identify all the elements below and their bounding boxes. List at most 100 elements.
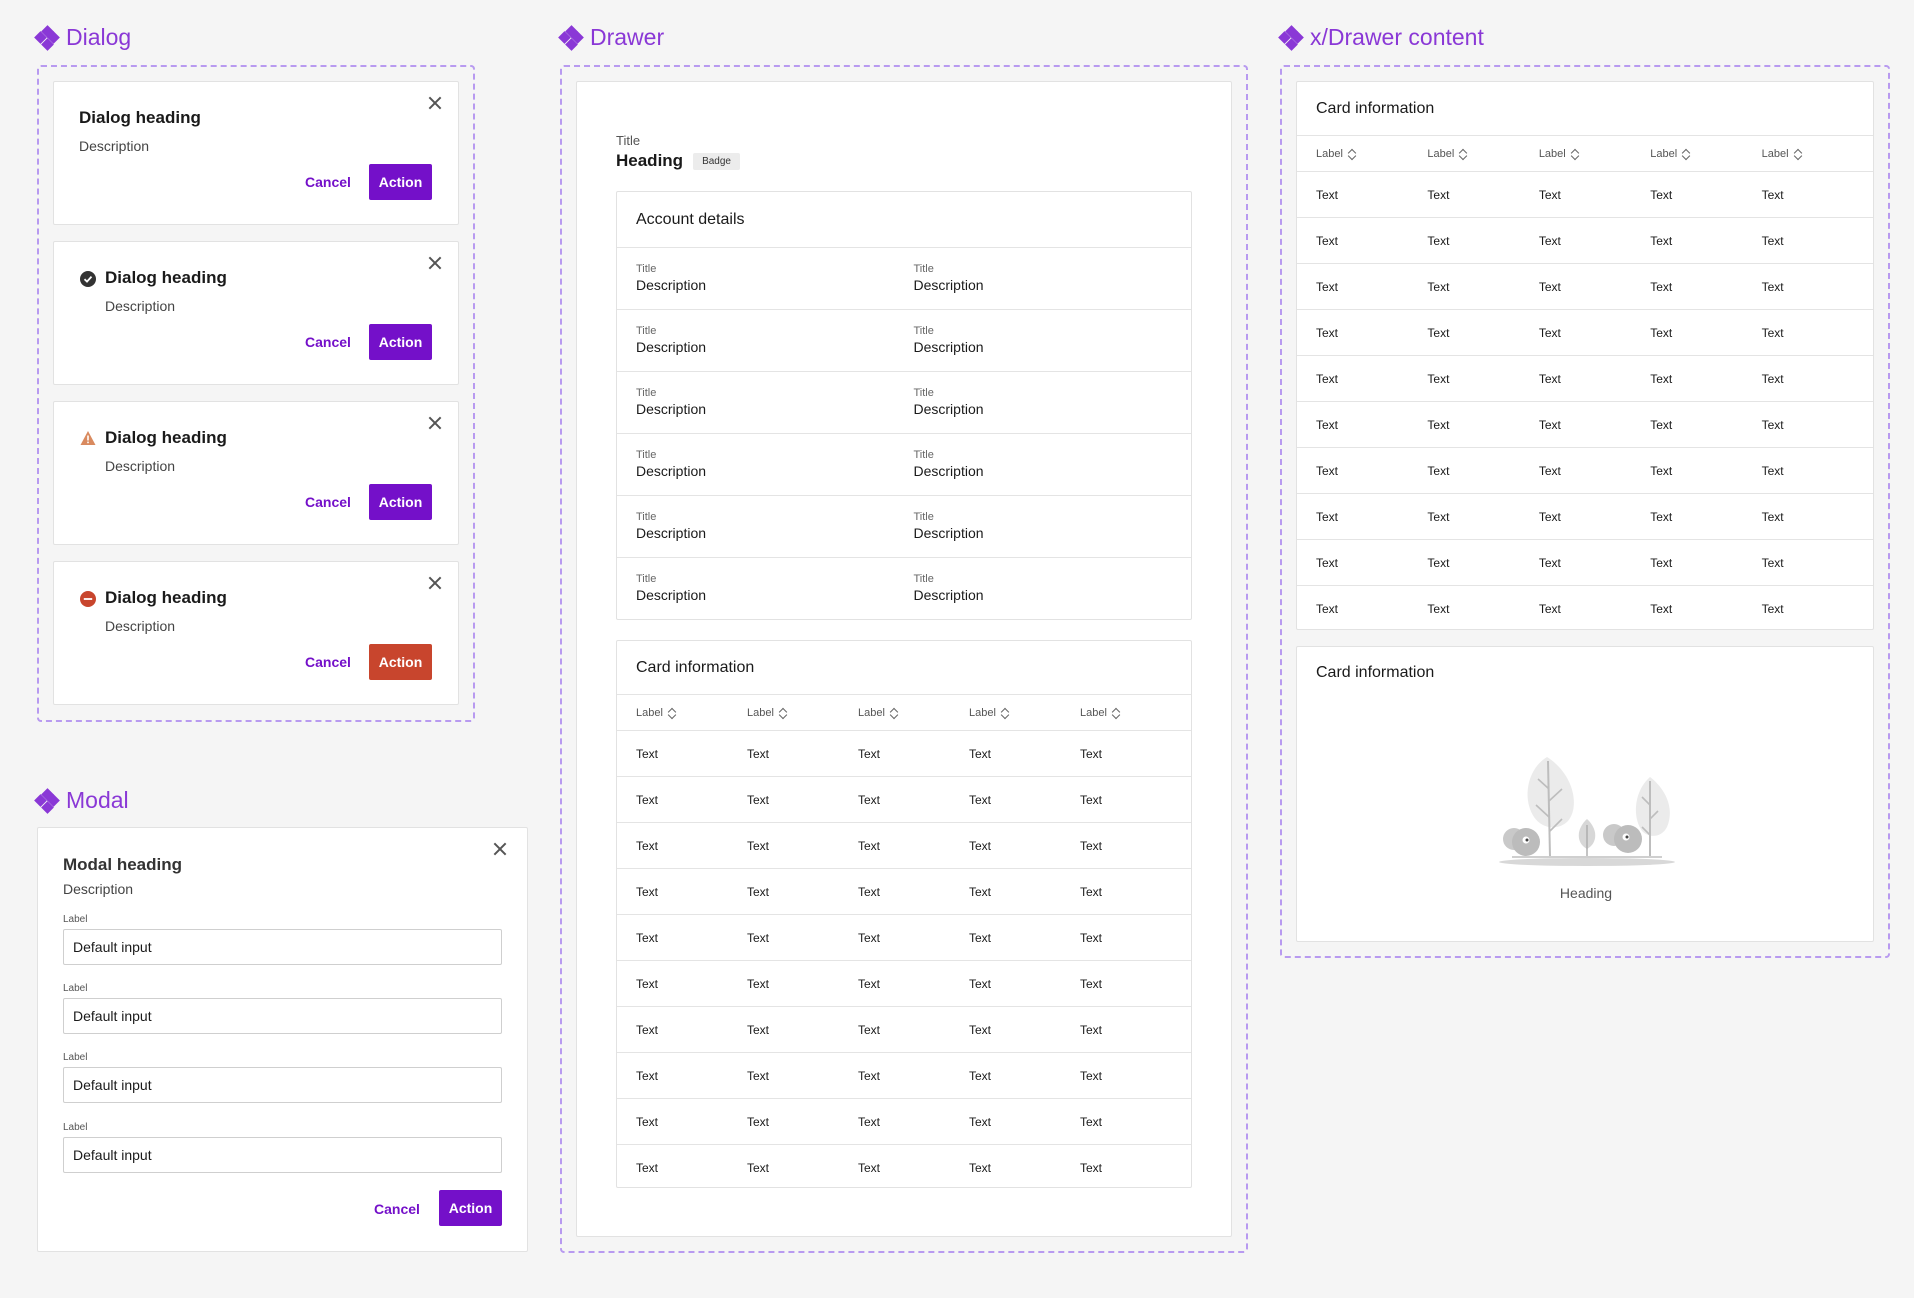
column-header[interactable]: Label bbox=[1080, 707, 1191, 719]
table-cell: Text bbox=[1761, 602, 1784, 616]
table-row: Text Text Text Text Text bbox=[1297, 310, 1873, 356]
column-header[interactable]: Label bbox=[1539, 148, 1650, 160]
drawer: Title Heading Badge Account details Titl… bbox=[576, 81, 1232, 1237]
dialog-heading: Dialog heading bbox=[79, 108, 201, 127]
account-detail-row: Title Description Title Description bbox=[617, 309, 1191, 371]
table-cell: Text bbox=[858, 1068, 881, 1083]
table-cell: Text bbox=[969, 930, 992, 945]
table-row: Text Text Text Text Text bbox=[617, 823, 1191, 869]
detail-description: Description bbox=[636, 525, 707, 541]
table-cell: Text bbox=[858, 884, 881, 899]
close-icon[interactable] bbox=[427, 95, 443, 111]
column-header-label: Label bbox=[1080, 706, 1107, 719]
column-header[interactable]: Label bbox=[969, 707, 1080, 719]
table-cell: Text bbox=[1761, 279, 1784, 294]
column-header[interactable]: Label bbox=[1762, 148, 1873, 160]
sort-icon[interactable] bbox=[1459, 149, 1466, 159]
detail-description: Description bbox=[913, 525, 984, 541]
data-table: Label Label Label Label Label Text Text Text Tex… bbox=[1297, 136, 1873, 632]
cancel-button[interactable]: Cancel bbox=[305, 494, 351, 510]
modal-heading: Modal heading bbox=[63, 855, 182, 874]
action-button[interactable]: Action bbox=[369, 164, 432, 200]
sort-icon[interactable] bbox=[1794, 149, 1801, 159]
field-label: Label bbox=[63, 1122, 88, 1133]
sort-icon[interactable] bbox=[1571, 149, 1578, 159]
action-button[interactable]: Action bbox=[439, 1190, 502, 1226]
sort-icon[interactable] bbox=[668, 708, 675, 718]
sort-icon[interactable] bbox=[1001, 708, 1008, 718]
sort-icon[interactable] bbox=[1348, 149, 1355, 159]
close-icon[interactable] bbox=[427, 415, 443, 431]
text-input[interactable]: Default input bbox=[63, 1067, 502, 1103]
table-cell: Text bbox=[1538, 463, 1561, 478]
table-cell: Text bbox=[1761, 463, 1784, 478]
table-cell: Text bbox=[1080, 976, 1103, 991]
table-row: Text Text Text Text Text bbox=[617, 1053, 1191, 1099]
cancel-button[interactable]: Cancel bbox=[305, 334, 351, 350]
table-cell: Text bbox=[969, 976, 992, 991]
dialog-danger: Dialog heading Description Cancel Action bbox=[53, 561, 459, 705]
drawer-section-title: Drawer bbox=[558, 24, 664, 51]
action-button[interactable]: Action bbox=[369, 484, 432, 520]
table-row: Text Text Text Text Text bbox=[617, 869, 1191, 915]
table-row: Text Text Text Text Text bbox=[617, 915, 1191, 961]
text-input[interactable]: Default input bbox=[63, 929, 502, 965]
table-cell: Text bbox=[747, 792, 770, 807]
column-header-label: Label bbox=[1761, 147, 1789, 160]
close-icon[interactable] bbox=[427, 255, 443, 271]
cancel-button[interactable]: Cancel bbox=[305, 654, 351, 670]
table-cell: Text bbox=[1080, 792, 1103, 807]
table-cell: Text bbox=[747, 746, 770, 761]
account-detail-item: Title Description bbox=[914, 558, 1192, 619]
sort-icon[interactable] bbox=[1682, 149, 1689, 159]
close-icon[interactable] bbox=[492, 841, 508, 857]
column-header[interactable]: Label bbox=[1297, 148, 1427, 160]
sort-icon[interactable] bbox=[890, 708, 897, 718]
cancel-button[interactable]: Cancel bbox=[374, 1201, 420, 1217]
card-information-empty-card: Card information Heading bbox=[1296, 646, 1874, 942]
account-details-list: Title Description Title Description Title Des… bbox=[617, 247, 1191, 619]
table-cell: Text bbox=[1316, 463, 1339, 478]
action-button[interactable]: Action bbox=[369, 644, 432, 680]
detail-title: Title bbox=[913, 263, 934, 275]
modal: Modal heading Description Label Default … bbox=[37, 827, 528, 1252]
table-cell: Text bbox=[636, 746, 659, 761]
table-cell: Text bbox=[858, 976, 881, 991]
table-cell: Text bbox=[1538, 555, 1561, 570]
account-detail-row: Title Description Title Description bbox=[617, 433, 1191, 495]
column-header[interactable]: Label bbox=[858, 707, 969, 719]
sort-icon[interactable] bbox=[779, 708, 786, 718]
text-input[interactable]: Default input bbox=[63, 1137, 502, 1173]
text-input[interactable]: Default input bbox=[63, 998, 502, 1034]
detail-description: Description bbox=[913, 587, 984, 603]
close-icon[interactable] bbox=[427, 575, 443, 591]
column-header[interactable]: Label bbox=[1650, 148, 1761, 160]
column-header[interactable]: Label bbox=[617, 707, 747, 719]
detail-description: Description bbox=[913, 277, 984, 293]
table-cell: Text bbox=[1427, 417, 1450, 432]
account-detail-item: Title Description bbox=[914, 372, 1192, 433]
detail-description: Description bbox=[636, 277, 707, 293]
card-information-table-card: Card information Label Label Label Label Lab… bbox=[616, 640, 1192, 1188]
table-cell: Text bbox=[1427, 463, 1450, 478]
cancel-button[interactable]: Cancel bbox=[305, 174, 351, 190]
table-cell: Text bbox=[1080, 1161, 1103, 1175]
column-header[interactable]: Label bbox=[1427, 148, 1538, 160]
table-cell: Text bbox=[1316, 279, 1339, 294]
table-cell: Text bbox=[969, 1068, 992, 1083]
table-cell: Text bbox=[858, 1022, 881, 1037]
table-cell: Text bbox=[1316, 233, 1339, 248]
table-cell: Text bbox=[1538, 187, 1561, 202]
action-button[interactable]: Action bbox=[369, 324, 432, 360]
drawer-heading: Heading bbox=[616, 151, 684, 170]
table-cell: Text bbox=[636, 1068, 659, 1083]
component-icon bbox=[34, 787, 60, 814]
account-detail-row: Title Description Title Description bbox=[617, 371, 1191, 433]
column-header[interactable]: Label bbox=[747, 707, 858, 719]
sort-icon[interactable] bbox=[1112, 708, 1119, 718]
empty-state-illustration-icon bbox=[1499, 757, 1675, 866]
modal-description: Description bbox=[63, 881, 134, 897]
table-cell: Text bbox=[636, 1022, 659, 1037]
table-cell: Text bbox=[1538, 233, 1561, 248]
table-cell: Text bbox=[747, 1022, 770, 1037]
